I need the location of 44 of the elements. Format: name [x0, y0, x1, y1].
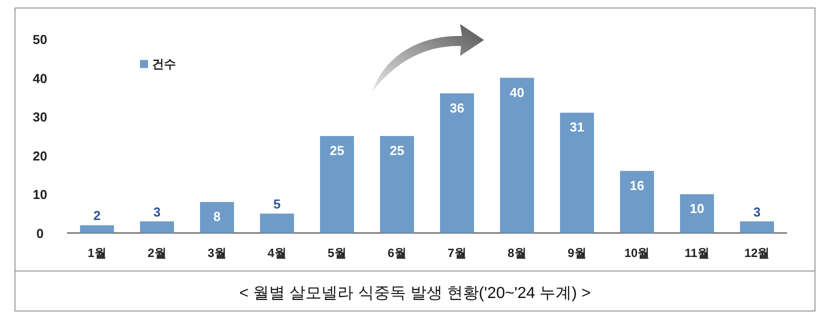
x-tick-label: 9월 — [568, 246, 586, 260]
data-label: 10 — [690, 201, 704, 216]
y-tick-label: 20 — [32, 148, 48, 164]
x-tick-label: 2월 — [148, 246, 166, 260]
bar — [200, 202, 234, 233]
x-tick-label: 12월 — [744, 246, 770, 260]
bar — [620, 170, 654, 233]
data-label: 5 — [273, 196, 281, 212]
data-label: 40 — [510, 84, 524, 100]
data-label: 31 — [570, 120, 584, 135]
data-label: 25 — [330, 143, 344, 158]
data-label: 25 — [390, 143, 404, 158]
text: < 월별 살모넬라 식중독 발생 현황('20~'24 누계) > — [239, 285, 591, 302]
x-tick-label: 6월 — [388, 246, 406, 260]
y-tick-label: 0 — [36, 226, 44, 241]
x-tick-label: 3월 — [208, 246, 226, 260]
bar — [680, 194, 714, 233]
bar — [260, 214, 294, 233]
bar — [320, 136, 354, 233]
bar — [560, 112, 594, 233]
legend-label: 건수 — [152, 57, 176, 71]
bar — [440, 93, 474, 233]
data-label: 36 — [450, 100, 464, 116]
bar — [380, 136, 414, 233]
data-label: 16 — [630, 178, 644, 193]
data-label: 2 — [93, 208, 101, 224]
bar — [740, 221, 774, 233]
x-tick-label: 4월 — [268, 246, 286, 260]
x-tick-label: 5월 — [328, 246, 346, 260]
data-label: 8 — [213, 208, 221, 224]
bar — [500, 78, 534, 233]
x-tick-label: 8월 — [508, 246, 526, 260]
data-label: 3 — [753, 204, 761, 220]
y-tick-label: 40 — [32, 70, 48, 86]
bar — [140, 221, 174, 233]
x-tick-label: 10월 — [624, 246, 650, 260]
bar — [80, 225, 114, 233]
x-tick-label: 11월 — [684, 246, 710, 260]
data-label: 3 — [153, 204, 161, 220]
y-tick-label: 50 — [32, 32, 48, 47]
y-tick-label: 10 — [32, 187, 48, 202]
x-tick-label: 1월 — [88, 246, 106, 260]
y-tick-label: 30 — [32, 110, 48, 125]
x-tick-label: 7월 — [448, 246, 466, 260]
